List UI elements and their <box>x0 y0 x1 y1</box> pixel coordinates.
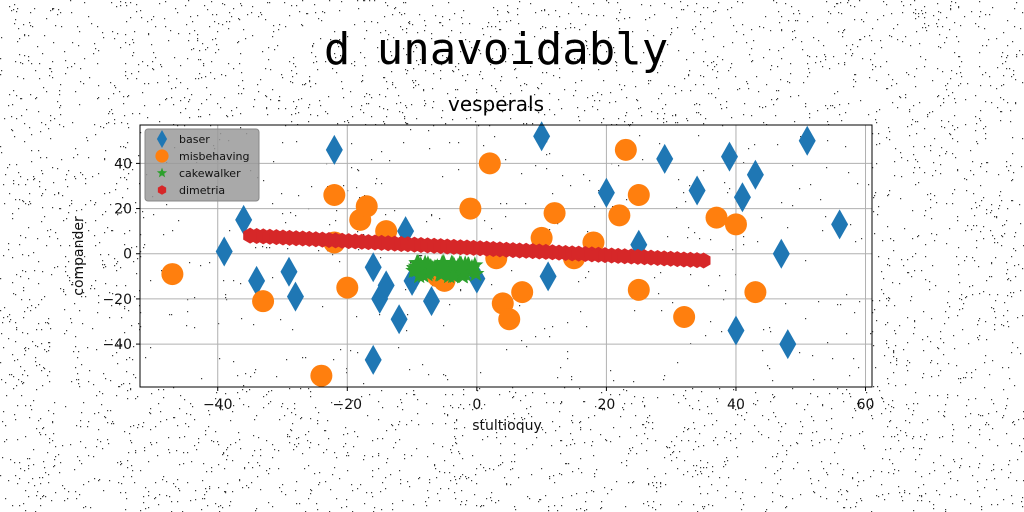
y-tick-label: −40 <box>102 337 132 353</box>
point-cakewalker <box>433 265 451 282</box>
legend-label-misbehaving: misbehaving <box>179 150 250 163</box>
point-cakewalker <box>416 254 434 271</box>
point-baser <box>597 177 615 208</box>
point-baser <box>280 256 298 287</box>
point-misbehaving <box>323 184 346 207</box>
point-misbehaving <box>744 281 767 304</box>
point-baser <box>364 344 382 375</box>
point-baser <box>390 304 408 335</box>
y-axis-label: compander <box>71 216 87 296</box>
point-cakewalker <box>414 266 432 283</box>
point-cakewalker <box>407 261 425 278</box>
point-baser <box>423 286 441 317</box>
chart-title: vesperals <box>448 92 544 116</box>
figure-suptitle: d unavoidably <box>324 24 668 75</box>
series-baser <box>215 121 849 375</box>
point-baser <box>286 281 304 312</box>
point-baser <box>539 261 557 292</box>
point-baser <box>533 121 551 152</box>
point-misbehaving <box>543 202 566 225</box>
point-baser <box>727 315 745 346</box>
plot-marks <box>161 121 849 387</box>
x-tick-label: 40 <box>727 397 745 413</box>
y-tick-label: 40 <box>114 156 132 172</box>
point-misbehaving <box>478 152 501 175</box>
point-cakewalker <box>466 256 484 273</box>
y-tick-label: 20 <box>114 202 132 218</box>
point-misbehaving <box>459 197 482 220</box>
x-tick-label: 20 <box>597 397 615 413</box>
point-misbehaving <box>336 276 359 299</box>
point-baser <box>325 134 343 165</box>
point-misbehaving <box>614 138 637 161</box>
point-baser <box>248 265 266 296</box>
point-misbehaving <box>705 206 728 229</box>
point-misbehaving <box>530 226 553 249</box>
x-tick-label: 0 <box>472 397 481 413</box>
point-baser <box>831 209 849 240</box>
x-axis-label: stultioquy <box>472 418 542 434</box>
point-misbehaving <box>673 305 696 328</box>
point-misbehaving <box>627 278 650 301</box>
point-misbehaving <box>355 195 378 218</box>
point-baser <box>779 329 797 360</box>
point-baser <box>688 175 706 206</box>
point-baser <box>746 159 764 190</box>
point-cakewalker <box>434 256 452 273</box>
point-dimetria <box>696 252 711 269</box>
x-tick-label: −40 <box>203 397 233 413</box>
point-baser <box>798 125 816 156</box>
legend-box <box>144 128 260 202</box>
point-misbehaving <box>498 308 521 331</box>
point-misbehaving <box>161 263 184 286</box>
plot-frame <box>139 124 873 388</box>
point-baser <box>733 182 751 213</box>
point-cakewalker <box>459 256 477 273</box>
point-misbehaving <box>608 204 631 227</box>
series-cakewalker <box>405 253 485 284</box>
point-baser <box>215 236 233 267</box>
point-misbehaving <box>252 290 275 313</box>
legend-marker-misbehaving <box>155 149 169 163</box>
point-baser <box>720 141 738 172</box>
point-baser <box>630 229 648 260</box>
legend: baser misbehaving cakewalker dimetria <box>144 128 260 202</box>
point-baser <box>772 238 790 269</box>
point-cakewalker <box>444 255 462 272</box>
point-cakewalker <box>467 264 485 282</box>
point-cakewalker <box>452 260 470 278</box>
legend-marker-baser <box>156 130 168 148</box>
point-cakewalker <box>444 266 462 284</box>
point-misbehaving <box>310 364 333 387</box>
point-cakewalker <box>409 254 427 271</box>
point-cakewalker <box>422 258 440 275</box>
legend-marker-dimetria <box>157 185 167 195</box>
legend-marker-cakewalker <box>156 167 168 178</box>
point-misbehaving <box>511 281 534 304</box>
x-tick-label: 60 <box>857 397 875 413</box>
point-misbehaving <box>724 213 747 236</box>
point-baser <box>656 143 674 174</box>
x-tick-label: −20 <box>333 397 363 413</box>
point-baser <box>377 270 395 301</box>
point-baser <box>364 252 382 283</box>
y-tick-label: −20 <box>102 292 132 308</box>
axis-ticks: −40 −20 0 20 40 60 −40 −20 0 20 40 <box>102 156 874 413</box>
point-baser <box>235 204 253 235</box>
legend-label-baser: baser <box>179 133 210 146</box>
series-dimetria <box>243 227 711 269</box>
legend-label-dimetria: dimetria <box>179 184 225 197</box>
point-cakewalker <box>463 258 481 275</box>
y-tick-label: 0 <box>123 247 132 263</box>
legend-label-cakewalker: cakewalker <box>179 167 241 180</box>
point-misbehaving <box>627 184 650 207</box>
